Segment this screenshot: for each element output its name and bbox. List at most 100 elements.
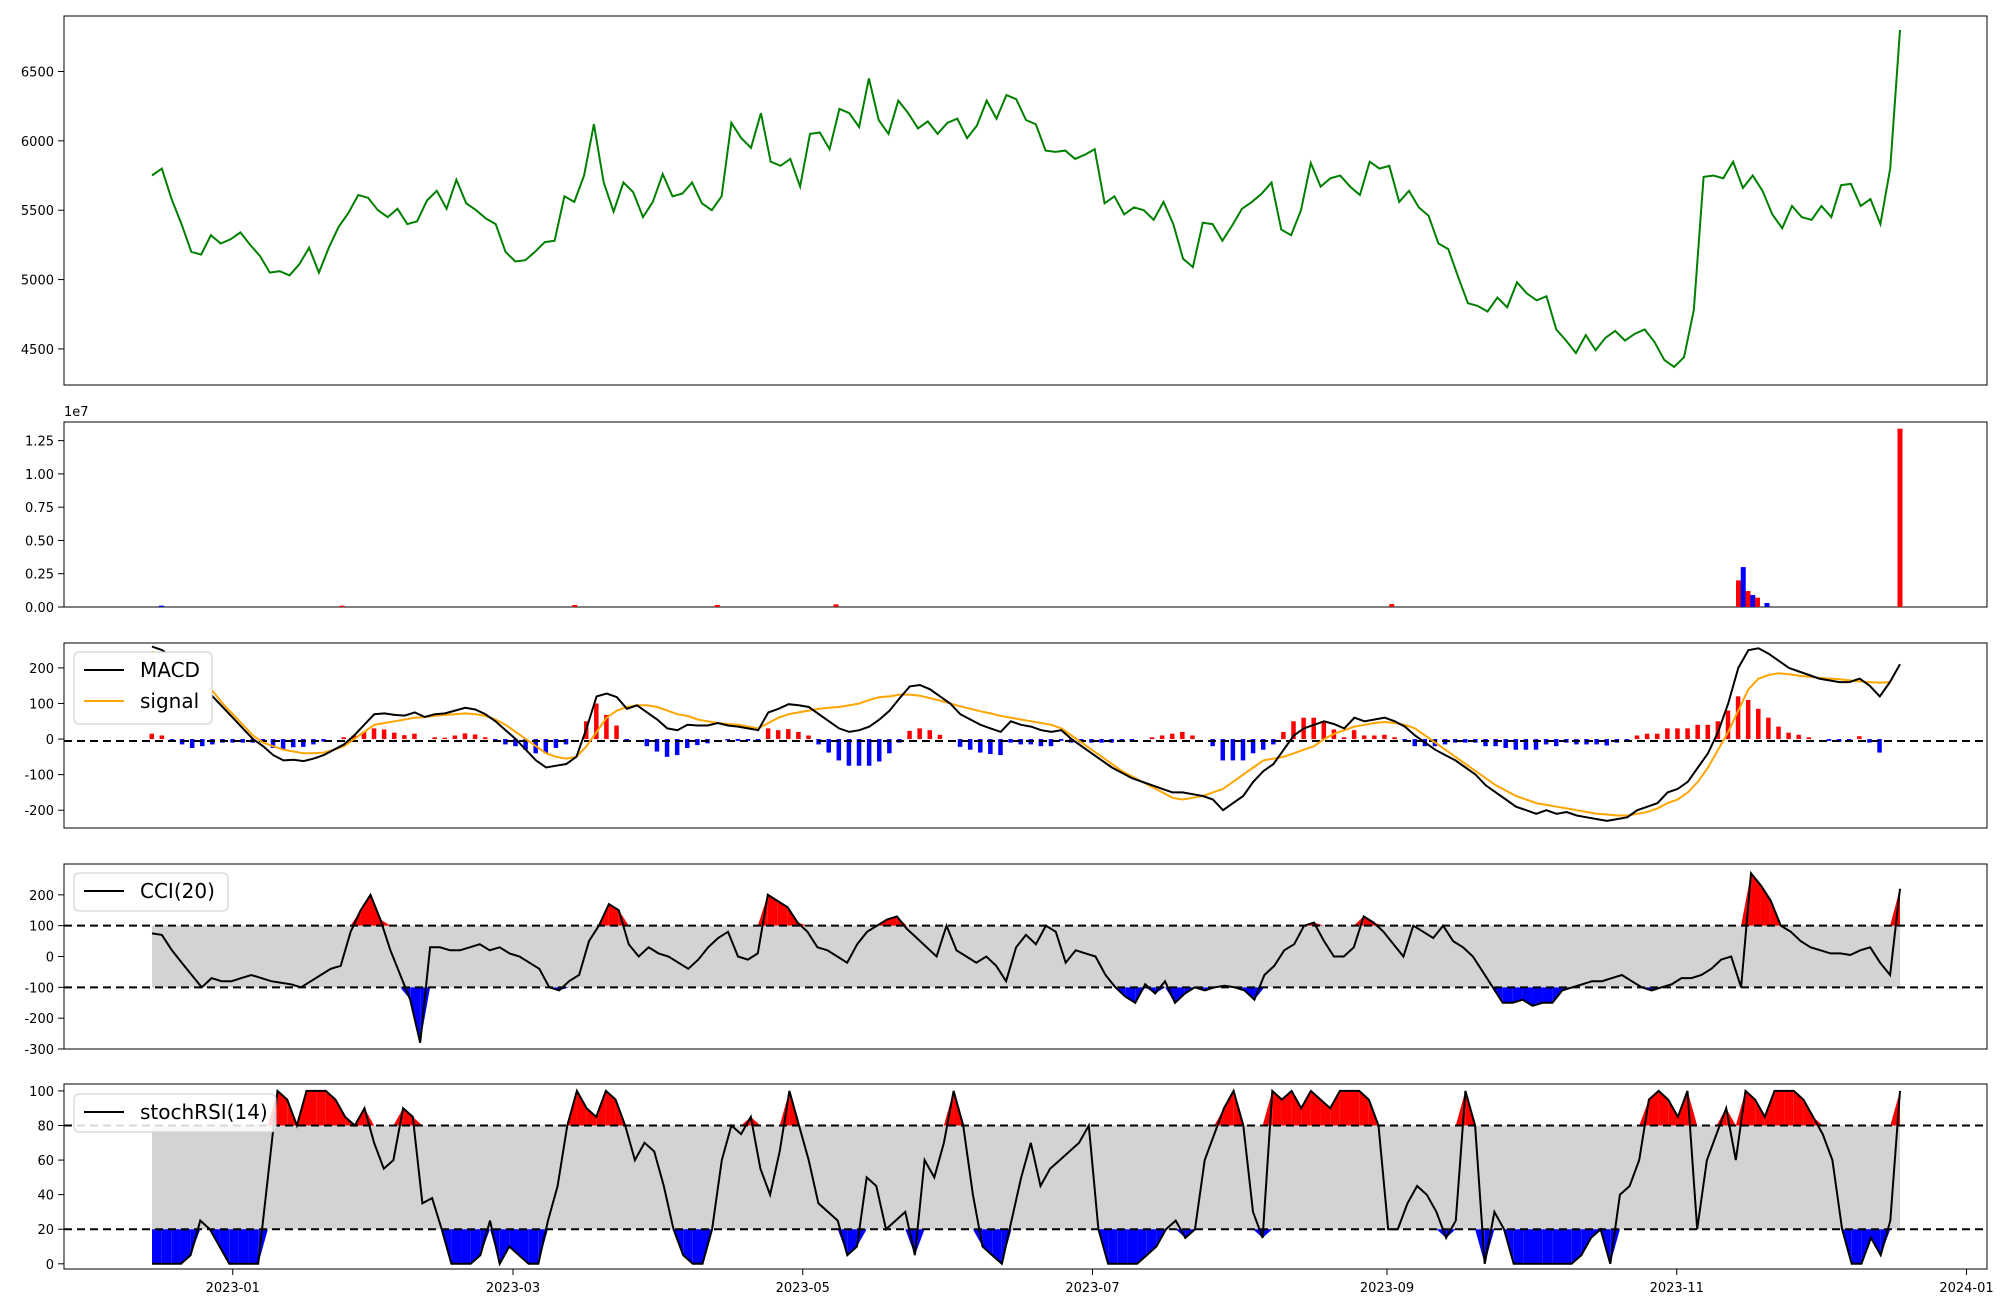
macd-hist-bar [765, 728, 771, 740]
macd-hist-bar [1685, 728, 1690, 740]
price-line [151, 29, 1901, 369]
macd-hist-bar [432, 737, 437, 740]
macd-hist-bar [1008, 739, 1013, 743]
signal-legend-label: signal [140, 689, 199, 713]
stochrsi-oversold-fill [461, 1229, 471, 1264]
macd-hist-bar [1463, 739, 1468, 743]
macd-hist-bar [695, 739, 700, 746]
macd-hist-bar [1412, 739, 1418, 747]
macd-hist-bar [1665, 728, 1670, 740]
macd-hist-bar [1867, 739, 1872, 743]
macd-hist-bar [1483, 739, 1488, 747]
cci-oversold-fill [1532, 987, 1543, 1006]
stochrsi-oversold-fill [1175, 1229, 1186, 1238]
macd-hist-bar [1513, 739, 1519, 750]
macd-hist-bar [614, 725, 619, 740]
cci-tick-label: 0 [46, 951, 54, 966]
cci-tick-label: 200 [29, 889, 54, 904]
macd-hist-bar [1826, 739, 1832, 741]
macd-hist-bar [1806, 737, 1812, 740]
cci-overbought-fill [350, 910, 361, 926]
macd-hist-bar [664, 739, 670, 757]
stochrsi-oversold-fill [1137, 1229, 1147, 1264]
macd-hist-bar [876, 739, 882, 762]
macd-hist-bar [1786, 732, 1791, 740]
cci-oversold-fill [1145, 987, 1156, 994]
macd-hist-bar [1533, 739, 1539, 750]
stochrsi-overbought-fill [1774, 1090, 1785, 1126]
macd-hist-bar [402, 735, 407, 740]
macd-tick-label: -200 [24, 804, 54, 819]
stochrsi-oversold-fill [1571, 1229, 1582, 1264]
volume-bar [833, 604, 839, 607]
x-tick-label: 2023-07 [1065, 1281, 1119, 1296]
macd-hist-bar [927, 730, 933, 740]
stochrsi-overbought-fill [1359, 1090, 1369, 1126]
macd-hist-bar [1351, 730, 1357, 740]
stochrsi-oversold-fill [1581, 1229, 1591, 1256]
cci-line [151, 870, 1901, 1044]
macd-hist-bar [1553, 739, 1559, 747]
macd-hist-bar [1634, 735, 1640, 740]
stochrsi-oversold-fill [1523, 1229, 1534, 1264]
stochrsi-oversold-fill [847, 1229, 857, 1256]
stochrsi-oversold-fill [470, 1229, 481, 1264]
macd-panel: -200 -100 0 100 200 MACD signal [24, 642, 1988, 829]
macd-hist-bar [978, 739, 983, 753]
volume-tick-label: 1.25 [25, 435, 54, 450]
macd-hist-bar [391, 732, 397, 740]
macd-hist-bar [563, 739, 569, 745]
stochrsi-overbought-fill [1803, 1099, 1814, 1126]
macd-hist-bar [725, 739, 730, 741]
stochrsi-overbought-fill [1813, 1116, 1823, 1126]
macd-hist-bar [674, 739, 680, 756]
volume-bar [1750, 595, 1756, 607]
stochrsi-oversold-fill [1542, 1229, 1553, 1264]
cci-legend-label: CCI(20) [140, 879, 215, 903]
stochrsi-tick-label: 40 [37, 1189, 54, 1204]
stochrsi-overbought-fill [1281, 1090, 1292, 1126]
stochrsi-oversold-fill [1446, 1229, 1456, 1238]
volume-bar [1736, 580, 1741, 607]
macd-hist-bar [988, 739, 993, 754]
macd-hist-bar [493, 739, 498, 741]
stochrsi-tick-label: 80 [37, 1119, 54, 1134]
macd-hist-bar [159, 735, 165, 740]
stochrsi-oversold-fill [161, 1229, 172, 1264]
stochrsi-oversold-fill [1127, 1229, 1138, 1264]
macd-hist-bar [290, 739, 296, 748]
macd-hist-bar [412, 733, 417, 740]
price-plot-frame [63, 15, 1988, 386]
macd-hist-bar [1291, 721, 1296, 740]
price-panel: 4500 5000 5500 6000 6500 [21, 15, 1988, 386]
macd-hist-bar [1594, 739, 1599, 745]
x-tick-label: 2023-01 [206, 1281, 260, 1296]
stochrsi-overbought-fill [1301, 1090, 1311, 1126]
macd-line [151, 645, 1901, 822]
stochrsi-overbought-fill [605, 1090, 616, 1126]
stochrsi-panel: 0 20 40 60 80 100 stochRSI(14) 2023-01 2023-03… [29, 1083, 1994, 1296]
stochrsi-oversold-fill [152, 1229, 162, 1264]
signal-line [151, 650, 1890, 817]
volume-bar [339, 605, 345, 607]
macd-hist-bar [1372, 735, 1377, 740]
macd-hist-bar [1170, 733, 1175, 740]
macd-hist-bar [341, 737, 346, 740]
macd-hist-bar [1190, 735, 1195, 740]
macd-hist-bar [1857, 736, 1862, 740]
macd-hist-bar [1210, 739, 1215, 747]
stochrsi-oversold-fill [248, 1229, 259, 1264]
stochrsi-tick-label: 20 [37, 1223, 54, 1238]
cci-overbought-fill [767, 894, 778, 926]
macd-hist-bar [462, 733, 468, 740]
stochrsi-overbought-fill [1793, 1090, 1804, 1126]
cci-panel: -300 -200 -100 0 100 200 CCI(20) [24, 863, 1988, 1058]
stochrsi-overbought-fill [316, 1090, 326, 1126]
macd-hist-bar [1402, 739, 1407, 741]
stochrsi-overbought-fill [364, 1108, 375, 1126]
macd-hist-bar [1655, 733, 1660, 740]
macd-hist-bar [1260, 739, 1266, 750]
price-y-ticks: 4500 5000 5500 6000 6500 [21, 65, 64, 358]
stochrsi-overbought-fill [576, 1090, 587, 1126]
